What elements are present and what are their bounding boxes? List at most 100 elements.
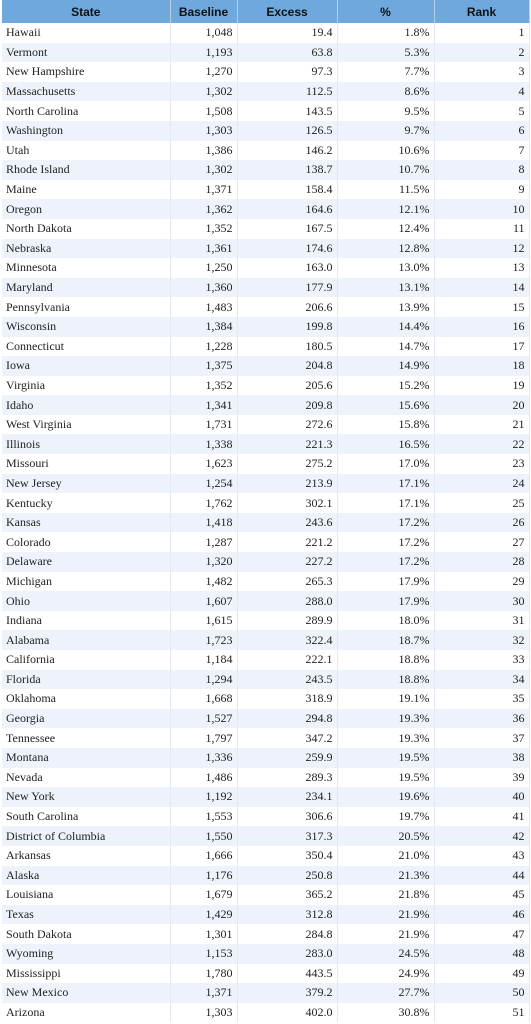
table-row: Illinois 1,338 221.3 16.5% 22: [2, 434, 530, 455]
table-row: California 1,184 222.1 18.8% 33: [2, 650, 530, 670]
value-cell: 17.2%: [337, 532, 435, 553]
state-cell: Pennsylvania: [2, 297, 171, 317]
state-cell: New Jersey: [2, 473, 171, 494]
table-row: Kansas 1,418 243.6 17.2% 26: [2, 512, 530, 533]
value-cell: 1,797: [170, 728, 238, 748]
value-cell: 1,723: [170, 630, 238, 650]
value-cell: 1,303: [170, 1002, 238, 1023]
value-cell: 9.7%: [337, 120, 435, 141]
value-cell: 15.2%: [337, 375, 435, 396]
value-cell: 9: [434, 179, 530, 200]
value-cell: 14.4%: [337, 316, 435, 337]
state-cell: Massachusetts: [2, 81, 171, 102]
table-row: Vermont 1,193 63.8 5.3% 2: [2, 42, 530, 63]
value-cell: 10.7%: [337, 160, 435, 180]
value-cell: 42: [434, 826, 530, 846]
value-cell: 1,250: [170, 258, 238, 278]
table-row: Wisconsin 1,384 199.8 14.4% 16: [2, 316, 530, 337]
table-row: Montana 1,336 259.9 19.5% 38: [2, 747, 530, 768]
table-row: New Jersey 1,254 213.9 17.1% 24: [2, 473, 530, 494]
value-cell: 1,483: [170, 297, 238, 317]
header-cell: Rank: [434, 0, 530, 23]
value-cell: 1,294: [170, 669, 238, 690]
value-cell: 21.9%: [337, 904, 435, 925]
state-cell: Indiana: [2, 610, 171, 631]
value-cell: 13.1%: [337, 277, 435, 298]
state-cell: Nevada: [2, 767, 171, 788]
value-cell: 45: [434, 885, 530, 905]
value-cell: 1,184: [170, 650, 238, 670]
value-cell: 265.3: [237, 571, 338, 592]
value-cell: 35: [434, 689, 530, 709]
value-cell: 36: [434, 708, 530, 729]
value-cell: 206.6: [237, 297, 338, 317]
table-row: South Carolina 1,553 306.6 19.7% 41: [2, 806, 530, 827]
header-cell: State: [2, 0, 171, 23]
state-cell: Rhode Island: [2, 160, 171, 180]
value-cell: 14.7%: [337, 336, 435, 357]
value-cell: 17.1%: [337, 473, 435, 494]
value-cell: 288.0: [237, 591, 338, 611]
value-cell: 221.3: [237, 434, 338, 455]
value-cell: 283.0: [237, 943, 338, 964]
table-row: Oregon 1,362 164.6 12.1% 10: [2, 199, 530, 219]
value-cell: 7.7%: [337, 62, 435, 82]
table-row: Connecticut 1,228 180.5 14.7% 17: [2, 336, 530, 357]
value-cell: 14.9%: [337, 356, 435, 376]
value-cell: 1,362: [170, 199, 238, 219]
state-cell: Arkansas: [2, 845, 171, 866]
table-row: Kentucky 1,762 302.1 17.1% 25: [2, 493, 530, 513]
value-cell: 9.5%: [337, 101, 435, 121]
table-row: Pennsylvania 1,483 206.6 13.9% 15: [2, 297, 530, 317]
value-cell: 250.8: [237, 865, 338, 886]
value-cell: 19.7%: [337, 806, 435, 827]
value-cell: 209.8: [237, 395, 338, 415]
value-cell: 275.2: [237, 454, 338, 474]
value-cell: 1,338: [170, 434, 238, 455]
state-cell: New York: [2, 787, 171, 807]
value-cell: 37: [434, 728, 530, 748]
value-cell: 199.8: [237, 316, 338, 337]
value-cell: 1,527: [170, 708, 238, 729]
table-row: Arizona 1,303 402.0 30.8% 51: [2, 1002, 530, 1023]
value-cell: 1,048: [170, 23, 238, 43]
table-row: Alabama 1,723 322.4 18.7% 32: [2, 630, 530, 650]
value-cell: 1,270: [170, 62, 238, 82]
value-cell: 1,486: [170, 767, 238, 788]
value-cell: 322.4: [237, 630, 338, 650]
value-cell: 443.5: [237, 963, 338, 984]
value-cell: 1,623: [170, 454, 238, 474]
value-cell: 1: [434, 23, 530, 43]
value-cell: 272.6: [237, 414, 338, 435]
value-cell: 41: [434, 806, 530, 827]
state-cell: North Carolina: [2, 101, 171, 121]
value-cell: 1,762: [170, 493, 238, 513]
table-row: Mississippi 1,780 443.5 24.9% 49: [2, 963, 530, 984]
value-cell: 302.1: [237, 493, 338, 513]
value-cell: 19.3%: [337, 708, 435, 729]
state-cell: Idaho: [2, 395, 171, 415]
value-cell: 30.8%: [337, 1002, 435, 1023]
state-cell: Montana: [2, 747, 171, 768]
value-cell: 38: [434, 747, 530, 768]
table-row: Oklahoma 1,668 318.9 19.1% 35: [2, 689, 530, 709]
value-cell: 20.5%: [337, 826, 435, 846]
value-cell: 1,371: [170, 983, 238, 1003]
value-cell: 17.9%: [337, 591, 435, 611]
state-cell: Wyoming: [2, 943, 171, 964]
value-cell: 27.7%: [337, 983, 435, 1003]
value-cell: 174.6: [237, 238, 338, 259]
value-cell: 259.9: [237, 747, 338, 768]
table-row: Delaware 1,320 227.2 17.2% 28: [2, 552, 530, 572]
value-cell: 17.2%: [337, 512, 435, 533]
value-cell: 164.6: [237, 199, 338, 219]
table-row: Idaho 1,341 209.8 15.6% 20: [2, 395, 530, 415]
value-cell: 1,301: [170, 924, 238, 944]
value-cell: 27: [434, 532, 530, 553]
value-cell: 180.5: [237, 336, 338, 357]
value-cell: 19: [434, 375, 530, 396]
value-cell: 289.3: [237, 767, 338, 788]
value-cell: 14: [434, 277, 530, 298]
header-cell: Baseline: [170, 0, 238, 23]
